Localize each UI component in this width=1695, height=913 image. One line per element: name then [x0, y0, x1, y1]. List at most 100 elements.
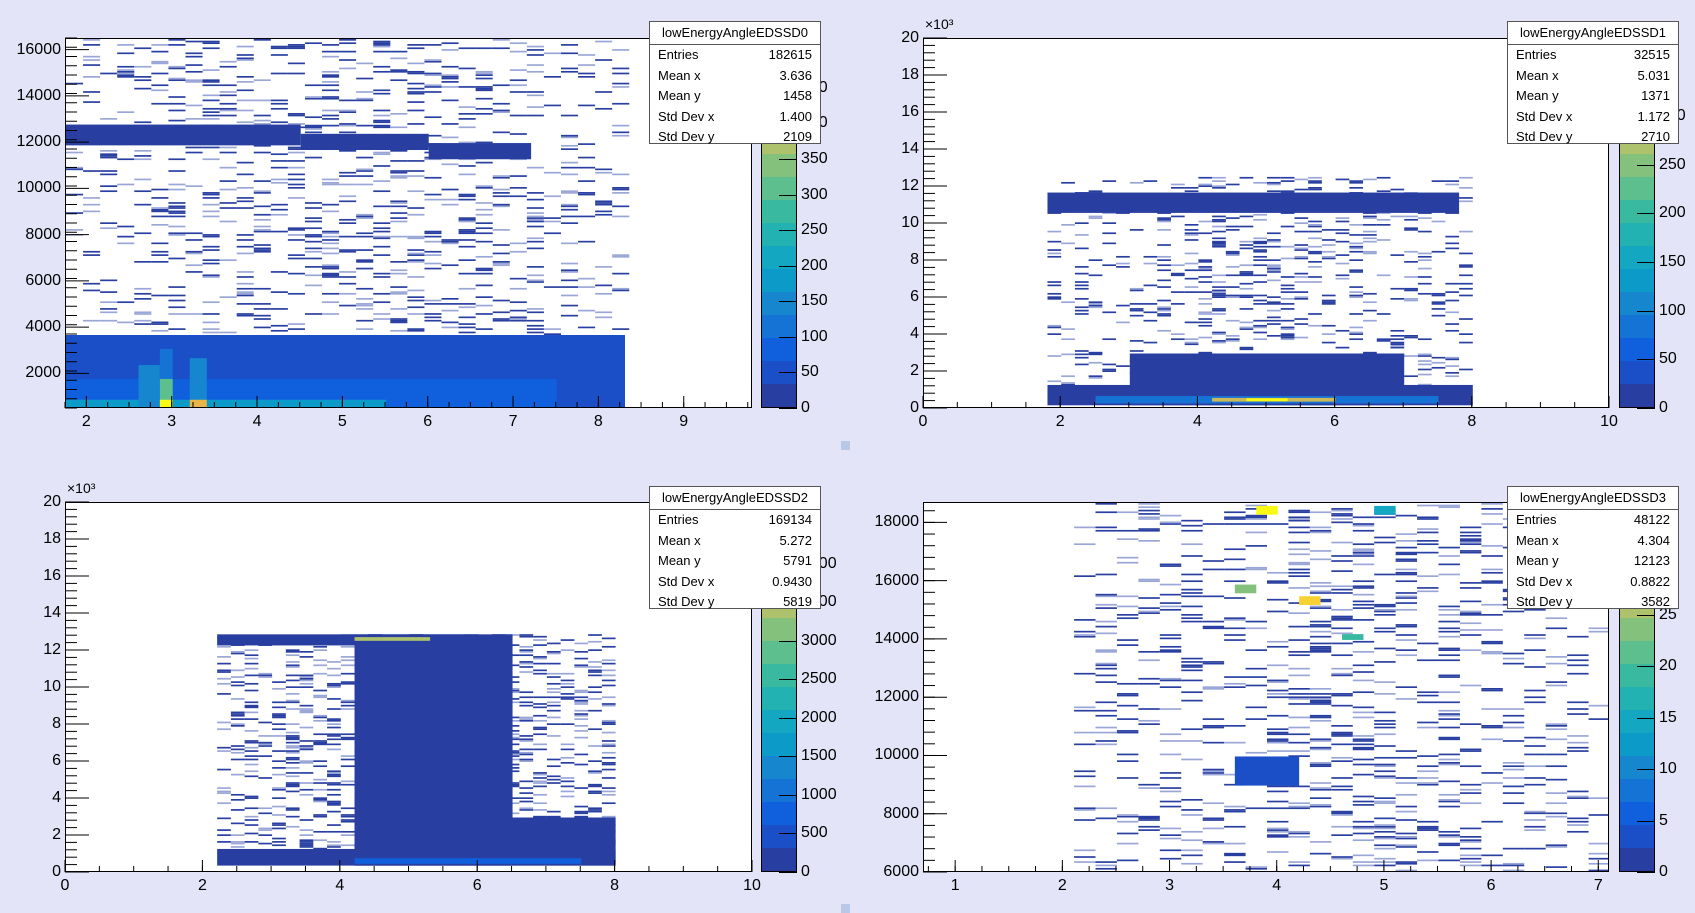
stats-value: 169134 [768, 512, 812, 527]
stats-label: Std Dev x [658, 573, 715, 589]
x-tick-label: 6 [1486, 877, 1496, 894]
palette-tick [779, 158, 797, 160]
palette-tick-label: 250 [1659, 155, 1686, 173]
plot-frame[interactable] [65, 38, 752, 408]
palette-tick-label: 0 [801, 399, 810, 416]
y-tick-label: 6000 [25, 271, 61, 289]
heatmap-canvas[interactable] [66, 503, 752, 872]
stats-box[interactable]: lowEnergyAngleEDSSD3 Entries 48122 Mean x 4.… [1507, 486, 1679, 609]
stats-value: 1458 [783, 88, 812, 103]
palette-tick-label: 50 [801, 363, 819, 381]
y-tick-label: 8000 [25, 225, 61, 243]
stats-value: 48122 [1633, 512, 1670, 527]
palette-tick-label: 15 [1659, 708, 1677, 726]
y-tick-label: 12 [43, 641, 61, 658]
palette-tick [779, 230, 797, 232]
stats-label: Std Dev x [658, 108, 715, 124]
y-tick-label: 14000 [874, 629, 920, 647]
x-tick-label: 2 [1055, 413, 1065, 430]
heatmap-canvas[interactable] [66, 39, 752, 408]
palette-tick [1637, 615, 1655, 617]
stats-label: Entries [658, 47, 699, 62]
x-tick-label: 2 [81, 413, 91, 430]
y-tick-label: 12000 [16, 133, 62, 151]
x-tick-label: 4 [252, 413, 262, 430]
stats-value: 12123 [1633, 553, 1670, 568]
palette-tick-label: 3000 [801, 631, 837, 649]
stats-value: 5.272 [779, 532, 812, 548]
palette-tick-label: 200 [801, 256, 828, 274]
palette-tick [779, 372, 797, 374]
plot-frame[interactable] [923, 38, 1609, 408]
palette-tick [779, 194, 797, 196]
y-axis-exponent: ×10³ [925, 16, 954, 32]
palette-tick [1637, 310, 1655, 312]
stats-row: Std Dev y 2109 [650, 127, 820, 148]
y-tick-label: 10000 [874, 746, 920, 764]
palette-tick-label: 0 [1659, 399, 1668, 416]
y-tick-label: 20 [901, 29, 919, 46]
x-tick-label: 6 [1330, 413, 1340, 430]
palette-tick [1637, 164, 1655, 166]
palette-tick-label: 10 [1659, 760, 1677, 778]
stats-value: 0.9430 [772, 573, 812, 589]
stats-row: Mean y 1458 [650, 86, 820, 107]
stats-value: 3582 [1641, 594, 1670, 609]
pad-divider-handle[interactable] [841, 441, 850, 450]
stats-label: Std Dev y [658, 129, 715, 144]
stats-value: 4.304 [1637, 532, 1670, 548]
stats-row: Mean x 5.272 [650, 531, 820, 552]
palette-tick [1637, 666, 1655, 668]
y-tick-label: 18 [43, 530, 61, 547]
palette-tick [1637, 261, 1655, 263]
stats-row: Entries 48122 [1508, 510, 1678, 531]
palette-tick-label: 0 [801, 863, 810, 880]
heatmap-canvas[interactable] [924, 39, 1609, 408]
stats-label: Std Dev x [1516, 573, 1573, 589]
palette-tick [1637, 872, 1655, 873]
palette-tick-label: 5 [1659, 811, 1668, 829]
palette-tick [779, 872, 797, 873]
stats-box[interactable]: lowEnergyAngleEDSSD0 Entries 182615 Mean x 3… [649, 21, 821, 144]
stats-label: Mean x [1516, 532, 1559, 548]
y-axis-exponent: ×10³ [67, 480, 96, 496]
palette-tick-label: 300 [801, 185, 828, 203]
stats-row: Entries 32515 [1508, 45, 1678, 66]
y-tick-label: 8 [52, 715, 61, 732]
y-tick-label: 10 [901, 214, 919, 231]
stats-value: 5791 [783, 553, 812, 568]
y-tick-label: 12000 [874, 688, 920, 706]
plot-frame[interactable] [65, 502, 752, 872]
plot-frame[interactable] [923, 502, 1609, 872]
stats-label: Std Dev x [1516, 108, 1573, 124]
palette-tick [779, 301, 797, 303]
stats-label: Std Dev y [1516, 129, 1573, 144]
y-tick-label: 20 [43, 493, 61, 510]
stats-box[interactable]: lowEnergyAngleEDSSD1 Entries 32515 Mean x 5.… [1507, 21, 1679, 144]
stats-box[interactable]: lowEnergyAngleEDSSD2 Entries 169134 Mean x 5… [649, 486, 821, 609]
stats-value: 1371 [1641, 88, 1670, 103]
palette-tick-label: 350 [801, 149, 828, 167]
x-tick-label: 3 [167, 413, 177, 430]
stats-label: Mean x [658, 67, 701, 83]
y-tick-label: 2000 [25, 364, 61, 382]
y-tick-label: 14 [901, 140, 919, 157]
palette-tick-label: 200 [1659, 204, 1686, 222]
stats-row: Entries 169134 [650, 510, 820, 531]
palette-tick-label: 50 [1659, 350, 1677, 368]
x-tick-label: 9 [679, 413, 689, 430]
y-tick-label: 0 [910, 399, 919, 416]
stats-row: Mean y 1371 [1508, 86, 1678, 107]
y-tick-label: 16 [43, 567, 61, 584]
stats-value: 0.8822 [1630, 573, 1670, 589]
pad-divider-handle[interactable] [841, 904, 850, 913]
x-tick-label: 0 [60, 877, 70, 894]
y-tick-label: 2 [52, 826, 61, 843]
palette-tick-label: 100 [1659, 301, 1686, 319]
y-tick-label: 10 [43, 678, 61, 695]
stats-label: Mean x [658, 532, 701, 548]
palette-tick-label: 100 [801, 327, 828, 345]
stats-label: Mean x [1516, 67, 1559, 83]
y-tick-label: 18000 [874, 513, 920, 531]
y-tick-label: 6 [910, 288, 919, 305]
